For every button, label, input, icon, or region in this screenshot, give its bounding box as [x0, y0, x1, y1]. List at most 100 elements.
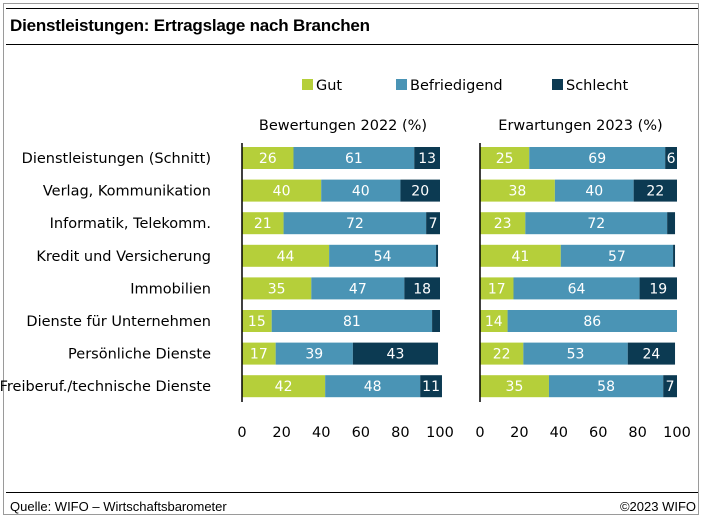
- bar-1-7-2: [663, 375, 677, 398]
- tick-label-1-0: 0: [475, 425, 484, 441]
- bar-label-0-2-1: 72: [346, 216, 364, 232]
- bar-label-1-6-0: 22: [493, 347, 511, 363]
- bar-label-0-3-1: 54: [374, 249, 392, 265]
- bar-1-4-1: [513, 277, 640, 300]
- bar-label-1-1-0: 38: [509, 184, 527, 200]
- bar-label-1-0-1: 69: [588, 151, 606, 167]
- bar-1-2-2: [667, 212, 676, 235]
- bar-label-1-7-2: 7: [666, 379, 675, 395]
- panel-title-1: Erwartungen 2023 (%): [498, 118, 662, 134]
- bar-0-7-2: [420, 375, 442, 398]
- panel-title-0: Bewertungen 2022 (%): [259, 118, 427, 134]
- bar-1-0-0: [480, 147, 530, 169]
- tick-label-0-4: 80: [391, 425, 409, 441]
- bar-label-0-5-1: 81: [343, 314, 361, 330]
- bar-1-0-2: [665, 147, 677, 169]
- bar-label-1-1-1: 40: [585, 184, 603, 200]
- bar-0-2-2: [426, 212, 440, 235]
- bar-0-5-2: [432, 310, 440, 332]
- bar-label-1-2-0: 23: [494, 216, 512, 232]
- bar-label-0-4-2: 18: [413, 281, 431, 297]
- bar-label-0-4-1: 47: [349, 281, 367, 297]
- bar-label-1-4-0: 17: [488, 281, 506, 297]
- bar-0-4-2: [404, 277, 440, 300]
- tick-label-1-1: 20: [510, 425, 528, 441]
- tick-label-1-3: 60: [589, 425, 607, 441]
- tick-label-1-5: 100: [663, 425, 691, 441]
- bar-1-3-2: [673, 244, 676, 267]
- bar-label-1-2-1: 72: [587, 216, 605, 232]
- legend-swatch-1: [396, 79, 407, 90]
- category-label-1: Verlag, Kommunikation: [43, 184, 211, 200]
- top-rule: [6, 8, 698, 9]
- bar-label-0-6-1: 39: [305, 347, 323, 363]
- bar-0-6-0: [242, 342, 276, 365]
- title-rule: [6, 44, 698, 45]
- bar-label-0-7-2: 11: [422, 379, 440, 395]
- bar-label-1-6-2: 24: [642, 347, 660, 363]
- bar-label-1-3-1: 57: [608, 249, 626, 265]
- bar-0-0-1: [293, 147, 415, 169]
- bar-0-2-1: [283, 212, 427, 235]
- bar-label-0-2-0: 21: [254, 216, 272, 232]
- bar-0-1-2: [400, 179, 440, 202]
- category-label-0: Dienstleistungen (Schnitt): [22, 151, 211, 167]
- bar-0-3-2: [436, 244, 439, 267]
- bar-label-0-1-1: 40: [352, 184, 370, 200]
- bar-0-5-1: [271, 310, 433, 332]
- category-label-5: Dienste für Unternehmen: [26, 314, 211, 330]
- bar-1-7-1: [548, 375, 664, 398]
- tick-label-0-3: 60: [352, 425, 370, 441]
- bar-label-1-1-2: 22: [646, 184, 664, 200]
- bar-1-2-0: [480, 212, 526, 235]
- bar-1-1-1: [554, 179, 634, 202]
- tick-label-0-2: 40: [312, 425, 330, 441]
- legend-label-0: Gut: [316, 78, 342, 94]
- bar-label-0-4-0: 35: [268, 281, 286, 297]
- bar-1-0-1: [529, 147, 666, 169]
- category-label-4: Immobilien: [130, 281, 211, 297]
- bar-label-0-7-0: 42: [275, 379, 293, 395]
- bar-1-1-0: [480, 179, 555, 202]
- bar-1-4-0: [480, 277, 514, 300]
- tick-label-1-2: 40: [550, 425, 568, 441]
- legend-swatch-2: [552, 79, 563, 90]
- bar-1-1-2: [633, 179, 677, 202]
- bar-label-0-5-0: 15: [248, 314, 266, 330]
- bar-0-6-1: [275, 342, 353, 365]
- bar-1-3-0: [480, 244, 561, 267]
- category-label-6: Persönliche Dienste: [68, 347, 211, 363]
- bar-1-5-1: [507, 310, 677, 332]
- bar-0-5-0: [242, 310, 272, 332]
- bar-1-2-1: [525, 212, 668, 235]
- bar-label-1-4-1: 64: [568, 281, 586, 297]
- bar-label-0-1-0: 40: [273, 184, 291, 200]
- bar-0-1-0: [242, 179, 322, 202]
- category-label-2: Informatik, Telekomm.: [50, 216, 211, 232]
- bar-1-6-1: [523, 342, 628, 365]
- bar-1-5-0: [480, 310, 508, 332]
- bar-0-7-1: [325, 375, 421, 398]
- bar-label-0-6-0: 17: [250, 347, 268, 363]
- bar-label-1-0-0: 25: [496, 151, 514, 167]
- legend-label-1: Befriedigend: [410, 78, 503, 94]
- bar-label-0-0-2: 13: [418, 151, 436, 167]
- bar-0-6-2: [352, 342, 439, 365]
- bar-label-0-6-2: 43: [387, 347, 405, 363]
- bar-1-6-0: [480, 342, 524, 365]
- bar-0-0-0: [242, 147, 294, 169]
- bar-label-1-7-0: 35: [506, 379, 524, 395]
- bar-0-7-0: [242, 375, 326, 398]
- bar-1-6-2: [627, 342, 676, 365]
- bar-label-1-4-2: 19: [649, 281, 667, 297]
- tick-label-0-0: 0: [237, 425, 246, 441]
- legend-label-2: Schlecht: [566, 78, 628, 94]
- category-label-3: Kredit und Versicherung: [36, 249, 211, 265]
- bar-0-2-0: [242, 212, 284, 235]
- bar-label-1-0-2: 6: [667, 151, 676, 167]
- bar-1-4-2: [639, 277, 677, 300]
- bar-label-0-0-0: 26: [259, 151, 277, 167]
- category-label-7: Freiberuf./technische Dienste: [0, 379, 211, 395]
- bar-0-1-1: [321, 179, 401, 202]
